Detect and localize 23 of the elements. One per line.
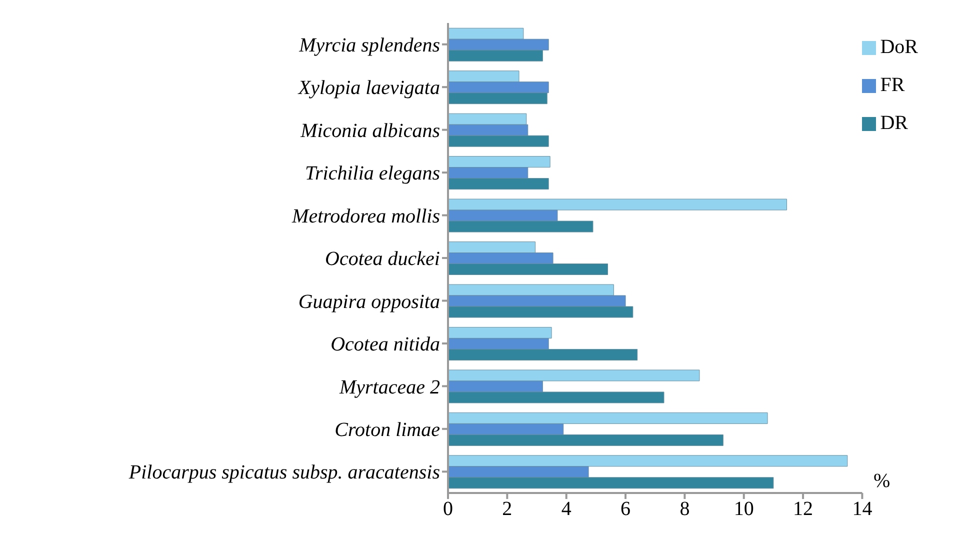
x-axis-title: % xyxy=(874,470,890,492)
x-tick-label: 12 xyxy=(793,498,814,520)
y-tick-label: Guapira opposita xyxy=(298,290,440,313)
y-tick-label: Myrtaceae 2 xyxy=(338,376,440,398)
y-tick-label: Trichilia elegans xyxy=(305,162,440,185)
legend-label: FR xyxy=(880,74,905,96)
x-tick-label: 8 xyxy=(680,498,690,520)
y-tick-label: Ocotea nitida xyxy=(330,334,440,356)
x-tick-label: 14 xyxy=(852,498,872,520)
y-tick-label: Ocotea duckei xyxy=(325,248,440,270)
y-tick-label: Croton limae xyxy=(334,419,440,442)
x-tick-label: 4 xyxy=(561,498,572,520)
x-tick-label: 6 xyxy=(620,498,631,520)
x-tick-label: 0 xyxy=(443,498,453,520)
y-tick-label: Xylopia laevigata xyxy=(297,77,440,100)
legend-label: DR xyxy=(880,112,908,134)
y-tick-label: Pilocarpus spicatus subsp. aracatensis xyxy=(128,462,440,484)
x-tick-label: 10 xyxy=(734,498,754,520)
x-tick-label: 2 xyxy=(502,498,512,520)
y-tick-label: Myrcia splendens xyxy=(298,34,440,56)
y-tick-label: Metrodorea mollis xyxy=(291,205,440,228)
y-tick-label: Miconia albicans xyxy=(300,120,440,142)
legend-label: DoR xyxy=(880,36,918,58)
